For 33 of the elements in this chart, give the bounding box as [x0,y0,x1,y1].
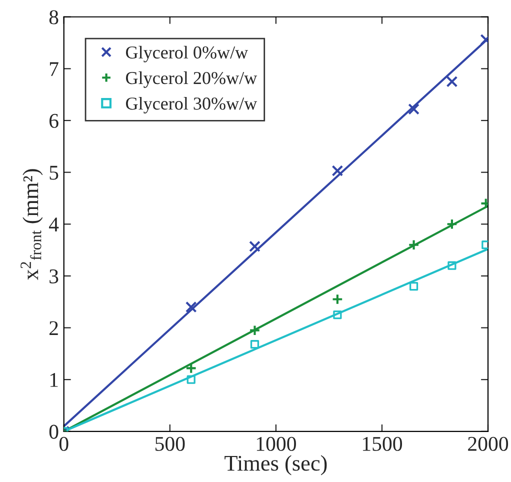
y-tick-label: 2 [50,321,58,335]
y-tick-label: 7 [50,62,58,76]
point [408,239,420,251]
point [332,294,344,305]
x-tick-label: 1000 [256,436,296,451]
point [446,218,458,230]
point [249,240,260,252]
point [332,165,344,176]
y-tick-label: 4 [49,218,59,232]
legend-label: Glycerol 30%w/w [126,96,258,114]
x-tick-label: 500 [155,436,185,451]
y-tick-label: 3 [50,269,58,284]
point [408,103,420,115]
point [250,340,260,349]
y-tick-label: 8 [49,10,58,24]
y-tick-label: 0 [49,424,58,439]
y-tick-label: 6 [49,114,58,128]
point [186,375,196,384]
x-axis-title: Times (sec) [224,455,327,476]
point [446,76,458,88]
point [448,261,456,270]
legend-label: Glycerol 0%w/w [126,46,248,62]
y-tick-label: 5 [50,166,58,180]
point [409,282,418,291]
y-tick-label: 1 [50,373,58,387]
x-tick-label: 0 [59,436,68,451]
point [333,310,342,320]
x-tick-label: 2000 [468,436,508,451]
x-tick-label: 1500 [362,436,402,451]
point [185,301,197,313]
y-axis-title: x$^{2}$$_{front}$ (mm²) [20,169,43,280]
point [249,324,260,336]
legend-label: Glycerol 20%w/w [126,71,258,88]
